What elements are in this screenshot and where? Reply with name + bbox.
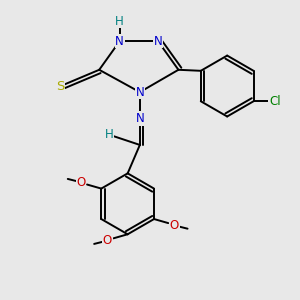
Text: H: H (115, 15, 124, 28)
Text: O: O (170, 219, 179, 232)
Text: N: N (154, 35, 163, 48)
Text: S: S (56, 80, 65, 92)
Text: O: O (76, 176, 85, 189)
Text: O: O (103, 234, 112, 247)
Text: Cl: Cl (269, 95, 281, 108)
Text: H: H (105, 128, 114, 141)
Text: N: N (136, 112, 144, 125)
Text: N: N (136, 85, 144, 99)
Text: N: N (115, 35, 124, 48)
